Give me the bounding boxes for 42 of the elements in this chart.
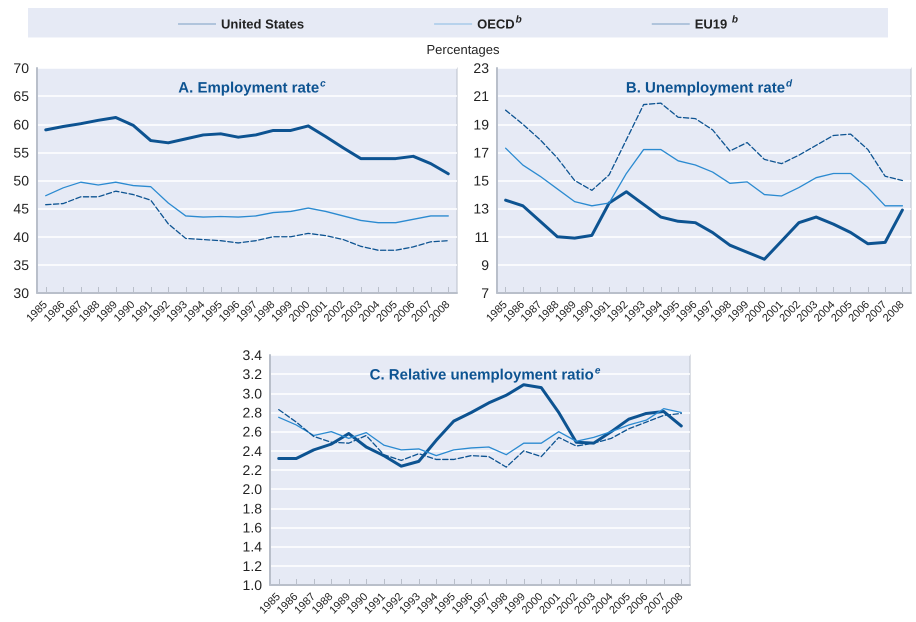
legend-label: United States xyxy=(221,16,304,32)
line-series xyxy=(504,190,904,261)
y-tick-label: 1.2 xyxy=(242,558,262,574)
y-tick-label: 21 xyxy=(473,88,490,104)
y-tick-label: 11 xyxy=(474,228,490,245)
line-series xyxy=(45,190,449,251)
y-tick-label: 2.0 xyxy=(242,481,262,498)
line-series xyxy=(45,182,449,224)
line-series xyxy=(504,148,904,206)
y-tick-label: 17 xyxy=(473,144,490,160)
y-tick-label: 15 xyxy=(473,172,490,188)
y-tick-label: 3.2 xyxy=(242,366,262,382)
y-tick-label: 1.6 xyxy=(242,520,262,536)
y-tick-label: 9 xyxy=(481,256,490,273)
y-tick-label: 2.8 xyxy=(242,404,262,420)
legend-label: EU19 b xyxy=(694,14,738,32)
line-series xyxy=(504,102,904,191)
y-tick-label: 7 xyxy=(481,285,490,301)
y-tick-label: 40 xyxy=(13,228,30,245)
y-tick-label: 35 xyxy=(13,256,30,273)
y-tick-label: 60 xyxy=(13,116,30,132)
y-tick-label: 3.4 xyxy=(242,347,262,363)
y-tick-label: 2.6 xyxy=(242,424,262,440)
y-tick-label: 1.4 xyxy=(242,538,262,555)
line-series xyxy=(277,383,683,468)
y-tick-label: 30 xyxy=(13,285,30,301)
y-tick-label: 3.0 xyxy=(242,385,262,402)
y-tick-label: 55 xyxy=(13,144,30,160)
y-tick-label: 1.8 xyxy=(242,500,262,516)
chart-subtitle: Percentages xyxy=(426,42,500,57)
y-tick-label: 2.4 xyxy=(242,442,262,459)
y-tick-label: 2.2 xyxy=(242,462,262,478)
y-tick-label: 70 xyxy=(13,60,30,76)
line-series xyxy=(44,116,450,176)
y-tick-label: 65 xyxy=(13,88,30,104)
y-tick-label: 19 xyxy=(473,116,490,132)
y-tick-label: 13 xyxy=(473,200,490,217)
line-series xyxy=(278,408,682,456)
y-tick-label: 45 xyxy=(13,200,30,217)
y-tick-label: 23 xyxy=(473,60,490,76)
y-tick-label: 50 xyxy=(13,172,30,188)
y-tick-label: 1.0 xyxy=(242,577,262,593)
